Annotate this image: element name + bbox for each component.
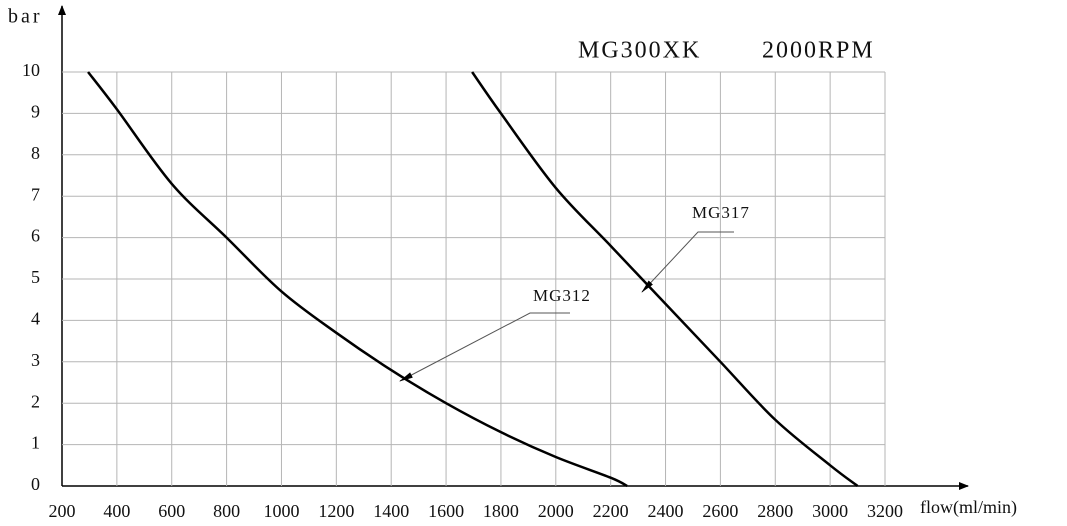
y-tick-label: 4 — [31, 309, 40, 329]
x-tick-label: 1400 — [373, 501, 409, 521]
x-tick-label: 200 — [49, 501, 76, 521]
y-tick-label: 7 — [31, 184, 40, 204]
y-tick-label: 10 — [22, 60, 40, 80]
series-label: MG317 — [692, 203, 750, 222]
x-tick-label: 1200 — [318, 501, 354, 521]
x-axis-label: flow(ml/min) — [920, 497, 1017, 518]
chart-title: MG300XK — [578, 38, 701, 64]
series-line — [471, 71, 859, 487]
y-tick-label: 3 — [31, 350, 40, 370]
x-tick-label: 3200 — [867, 501, 903, 521]
y-axis-label: bar — [8, 6, 43, 28]
chart-subtitle: 2000RPM — [762, 38, 875, 64]
y-tick-label: 9 — [31, 102, 40, 122]
x-tick-label: 3000 — [812, 501, 848, 521]
x-tick-label: 800 — [213, 501, 240, 521]
x-tick-label: 400 — [103, 501, 130, 521]
x-tick-label: 2000 — [538, 501, 574, 521]
series-label: MG312 — [533, 286, 591, 305]
x-tick-label: 2800 — [757, 501, 793, 521]
x-tick-label: 2600 — [702, 501, 738, 521]
y-tick-label: 5 — [31, 267, 40, 287]
leader-line — [641, 231, 734, 293]
x-tick-label: 1600 — [428, 501, 464, 521]
leader-line — [399, 312, 570, 382]
y-tick-label: 8 — [31, 143, 40, 163]
x-tick-label: 600 — [158, 501, 185, 521]
y-tick-label: 0 — [31, 474, 40, 494]
y-tick-label: 6 — [31, 226, 40, 246]
y-tick-label: 2 — [31, 391, 40, 411]
x-tick-label: 2200 — [593, 501, 629, 521]
series-line — [87, 71, 628, 488]
x-tick-label: 2400 — [648, 501, 684, 521]
y-tick-label: 1 — [31, 433, 40, 453]
x-tick-label: 1000 — [263, 501, 299, 521]
x-tick-label: 1800 — [483, 501, 519, 521]
